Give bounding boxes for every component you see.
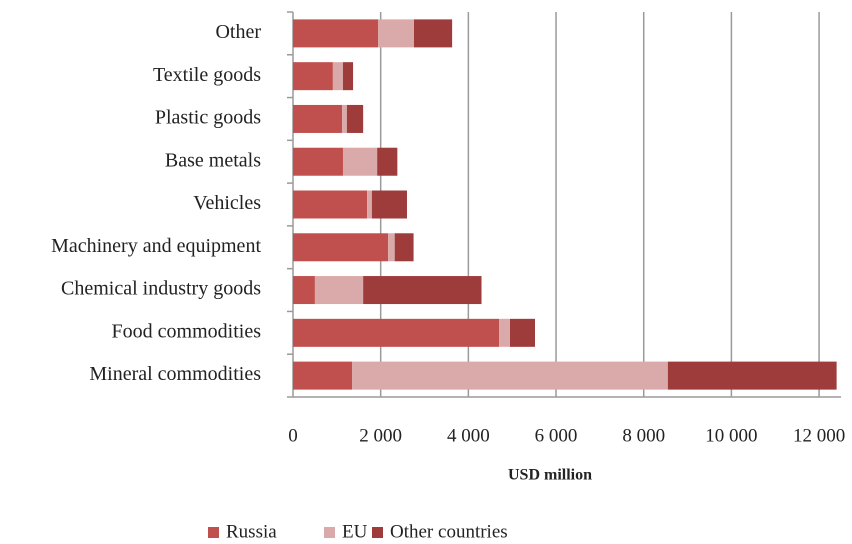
y-tick-label: Textile goods xyxy=(153,64,261,86)
x-tick-label: 12 000 xyxy=(793,425,845,446)
bar-segment xyxy=(293,361,353,390)
y-tick-label: Mineral commodities xyxy=(89,363,261,385)
legend-label: Russia xyxy=(226,521,277,542)
bar-segment xyxy=(510,318,535,347)
bar-segment xyxy=(342,104,347,133)
bar-segment xyxy=(367,190,372,219)
x-tick-label: 10 000 xyxy=(705,425,757,446)
bar-segment xyxy=(371,190,407,219)
bar-segment xyxy=(363,276,482,305)
x-axis-title: USD million xyxy=(508,467,592,484)
bar-segment xyxy=(293,62,333,91)
bar-segment xyxy=(499,318,511,347)
bar-segment xyxy=(293,19,379,48)
legend-swatch xyxy=(324,527,335,538)
x-tick-label: 8 000 xyxy=(622,425,665,446)
x-tick-label: 6 000 xyxy=(535,425,578,446)
bar-segment xyxy=(293,233,389,262)
bar-segment xyxy=(314,276,364,305)
legend-swatch xyxy=(208,527,219,538)
bar-segment xyxy=(378,19,414,48)
bar-segment xyxy=(293,190,368,219)
bar-segment xyxy=(293,276,315,305)
y-tick-label: Vehicles xyxy=(193,192,261,214)
bar-segment xyxy=(293,318,500,347)
bar-segment xyxy=(346,104,364,133)
legend-label: Other countries xyxy=(390,521,508,542)
bar-segment xyxy=(293,147,343,176)
legend-label: EU xyxy=(342,521,368,542)
x-tick-label: 0 xyxy=(288,425,298,446)
x-tick-label: 4 000 xyxy=(447,425,490,446)
y-tick-label: Food commodities xyxy=(112,320,262,342)
bar-segment xyxy=(667,361,837,390)
bar-segment xyxy=(342,147,378,176)
y-tick-label: Base metals xyxy=(165,149,261,171)
bar-segment xyxy=(352,361,668,390)
bar-segment xyxy=(332,62,343,91)
y-tick-label: Machinery and equipment xyxy=(51,235,261,257)
bar-segment xyxy=(388,233,395,262)
y-tick-label: Other xyxy=(215,21,261,43)
legend-swatch xyxy=(372,527,383,538)
bar-segment xyxy=(377,147,398,176)
bar-segment xyxy=(413,19,453,48)
x-tick-label: 2 000 xyxy=(359,425,402,446)
y-tick-label: Chemical industry goods xyxy=(61,278,261,300)
y-tick-label: Plastic goods xyxy=(155,107,261,129)
bar-segment xyxy=(342,62,354,91)
bar-segment xyxy=(394,233,414,262)
bar-segment xyxy=(293,104,343,133)
